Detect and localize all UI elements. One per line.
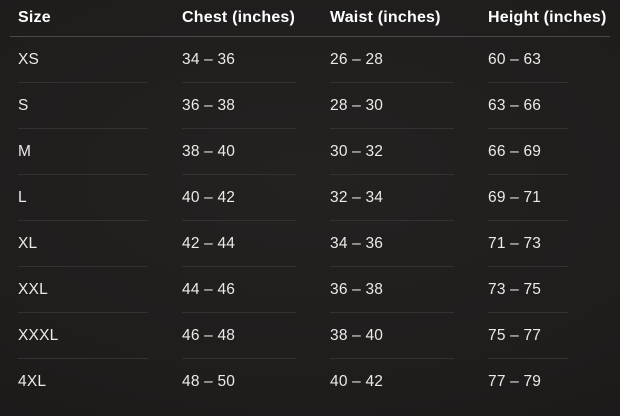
height-cell: 73 – 75 <box>488 267 568 313</box>
column-header-chest: Chest (inches) <box>182 9 296 26</box>
table-row: M 38 – 40 30 – 32 66 – 69 <box>18 129 602 175</box>
waist-cell: 30 – 32 <box>330 129 454 175</box>
table-row: XXXL 46 – 48 38 – 40 75 – 77 <box>18 313 602 359</box>
size-cell: S <box>18 83 148 129</box>
chest-cell: 48 – 50 <box>182 373 236 390</box>
waist-cell: 32 – 34 <box>330 175 454 221</box>
table-row: XL 42 – 44 34 – 36 71 – 73 <box>18 221 602 267</box>
waist-cell: 26 – 28 <box>330 37 454 83</box>
waist-cell: 36 – 38 <box>330 267 454 313</box>
table-row: S 36 – 38 28 – 30 63 – 66 <box>18 83 602 129</box>
height-cell: 63 – 66 <box>488 83 568 129</box>
chest-cell: 40 – 42 <box>182 175 296 221</box>
size-cell: XS <box>18 37 148 83</box>
height-cell: 71 – 73 <box>488 221 568 267</box>
column-header-height: Height (inches) <box>488 9 607 26</box>
table-row: 4XL 48 – 50 40 – 42 77 – 79 <box>18 359 602 405</box>
chest-cell: 44 – 46 <box>182 267 296 313</box>
height-cell: 69 – 71 <box>488 175 568 221</box>
header-row: Size Chest (inches) Waist (inches) Heigh… <box>10 0 610 37</box>
waist-cell: 38 – 40 <box>330 313 454 359</box>
height-cell: 66 – 69 <box>488 129 568 175</box>
size-cell: XL <box>18 221 148 267</box>
size-cell: M <box>18 129 148 175</box>
column-header-waist: Waist (inches) <box>330 9 441 26</box>
size-cell: 4XL <box>18 373 47 390</box>
height-cell: 60 – 63 <box>488 37 568 83</box>
height-cell: 77 – 79 <box>488 373 542 390</box>
table-row: XS 34 – 36 26 – 28 60 – 63 <box>18 37 602 83</box>
chest-cell: 34 – 36 <box>182 37 296 83</box>
waist-cell: 34 – 36 <box>330 221 454 267</box>
chest-cell: 36 – 38 <box>182 83 296 129</box>
waist-cell: 40 – 42 <box>330 373 384 390</box>
height-cell: 75 – 77 <box>488 313 568 359</box>
waist-cell: 28 – 30 <box>330 83 454 129</box>
size-cell: L <box>18 175 148 221</box>
chest-cell: 38 – 40 <box>182 129 296 175</box>
size-cell: XXXL <box>18 313 148 359</box>
chest-cell: 42 – 44 <box>182 221 296 267</box>
chest-cell: 46 – 48 <box>182 313 296 359</box>
size-cell: XXL <box>18 267 148 313</box>
table-row: XXL 44 – 46 36 – 38 73 – 75 <box>18 267 602 313</box>
table-row: L 40 – 42 32 – 34 69 – 71 <box>18 175 602 221</box>
column-header-size: Size <box>18 9 51 26</box>
